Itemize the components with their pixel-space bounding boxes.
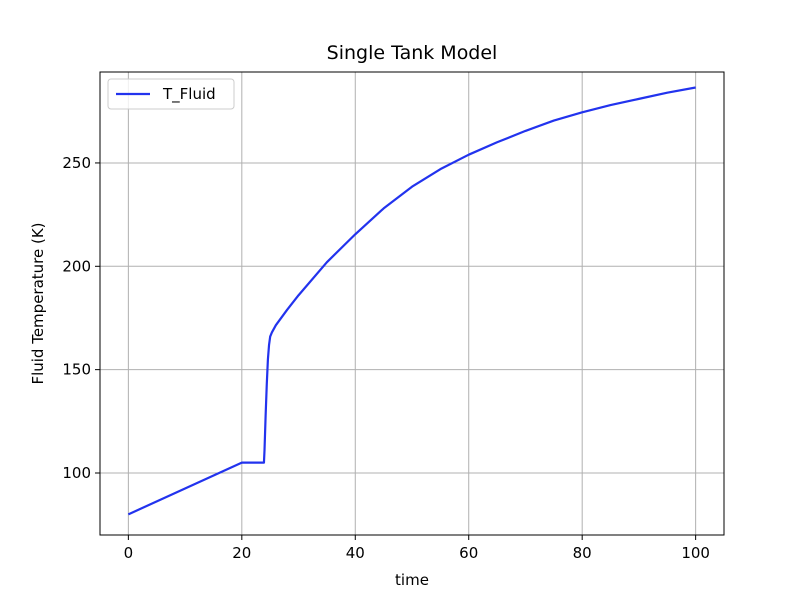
y-tick-label: 250 <box>62 154 91 172</box>
series-line-t-fluid <box>127 86 696 516</box>
x-tick-label: 60 <box>459 544 478 562</box>
x-tick-label: 20 <box>232 544 251 562</box>
plot-frame <box>99 71 725 536</box>
grid <box>100 72 724 535</box>
x-tick-label: 40 <box>346 544 365 562</box>
x-axis: 0 20 40 60 80 100 <box>124 535 710 562</box>
y-tick-label: 200 <box>62 257 91 275</box>
y-axis-title: Fluid Temperature (K) <box>29 222 47 384</box>
x-tick-label: 100 <box>681 544 710 562</box>
y-tick-label: 100 <box>62 464 91 482</box>
legend-label-t-fluid: T_Fluid <box>162 85 216 104</box>
x-tick-label: 80 <box>573 544 592 562</box>
x-tick-label: 0 <box>124 544 134 562</box>
legend-box <box>107 78 235 110</box>
y-axis: 100 150 200 250 <box>62 154 100 482</box>
x-axis-title: time <box>395 571 429 589</box>
series-layer <box>127 86 696 516</box>
chart-title: Single Tank Model <box>327 42 498 64</box>
legend: T_Fluid <box>107 78 235 110</box>
y-tick-label: 150 <box>62 361 91 379</box>
